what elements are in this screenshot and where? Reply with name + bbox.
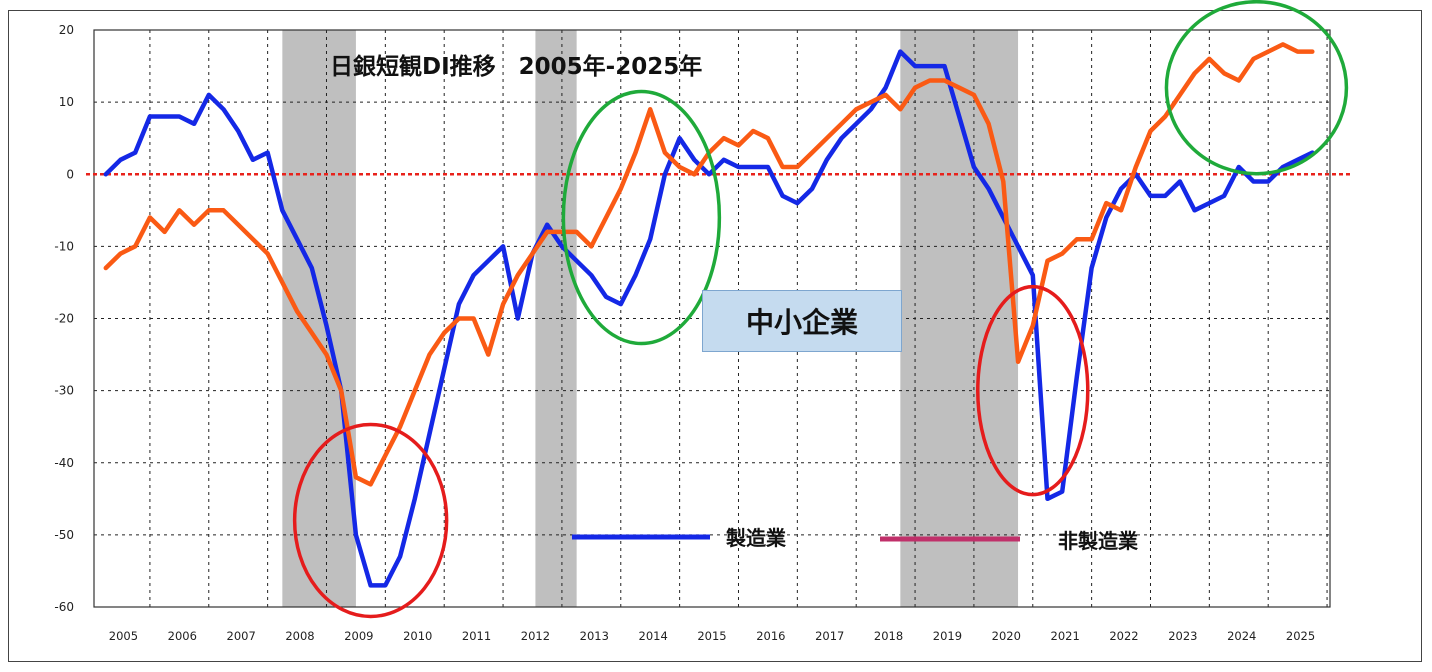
y-tick-label: -60 [54, 600, 74, 614]
x-tick-label: 2009 [344, 629, 373, 643]
x-tick-label: 2010 [403, 629, 432, 643]
highlight-ellipse-2 [976, 284, 1090, 497]
x-tick-label: 2013 [580, 629, 609, 643]
x-tick-label: 2025 [1286, 629, 1315, 643]
y-tick-label: -40 [54, 456, 74, 470]
chart-title: 日銀短観DI推移 2005年-2025年 [330, 53, 702, 80]
x-tick-label: 2006 [168, 629, 197, 643]
x-tick-label: 2011 [462, 629, 491, 643]
x-tick-label: 2015 [697, 629, 726, 643]
x-tick-label: 2008 [285, 629, 314, 643]
y-tick-label: -30 [54, 384, 74, 398]
y-tick-label: -20 [54, 312, 74, 326]
x-tick-label: 2023 [1168, 629, 1197, 643]
x-tick-label: 2017 [815, 629, 844, 643]
y-axis-tick-labels: 20 10 0 -10 -20 -30 -40 -50 -60 [54, 23, 74, 614]
highlight-ellipse-1 [561, 89, 722, 346]
x-tick-label: 2012 [521, 629, 550, 643]
y-tick-label: 0 [66, 167, 74, 181]
x-tick-label: 2024 [1227, 629, 1256, 643]
y-tick-label: -10 [54, 239, 74, 253]
x-tick-label: 2018 [874, 629, 903, 643]
highlight-ellipses [292, 0, 1349, 619]
legend-label-manufacturing: 製造業 [726, 526, 787, 550]
x-tick-label: 2019 [933, 629, 962, 643]
x-tick-label: 2021 [1051, 629, 1080, 643]
inset-label-box: 中小企業 [702, 290, 902, 352]
legend: 製造業 非製造業 [572, 526, 1139, 553]
legend-label-nonmanufacturing: 非製造業 [1058, 529, 1139, 553]
y-tick-label: 10 [59, 95, 74, 109]
y-tick-label: -50 [54, 528, 74, 542]
x-tick-label: 2007 [227, 629, 256, 643]
y-tick-label: 20 [59, 23, 74, 37]
highlight-ellipse-3 [1164, 0, 1349, 176]
x-tick-label: 2014 [639, 629, 668, 643]
x-tick-label: 2016 [756, 629, 785, 643]
highlight-ellipse-0 [292, 422, 449, 619]
x-tick-label: 2020 [992, 629, 1021, 643]
x-tick-label: 2005 [109, 629, 138, 643]
plot-border [93, 29, 1331, 608]
x-tick-label: 2022 [1109, 629, 1138, 643]
x-axis-tick-labels: 2005 2006 2007 2008 2009 2010 2011 2012 2013 2014… [109, 629, 1315, 643]
